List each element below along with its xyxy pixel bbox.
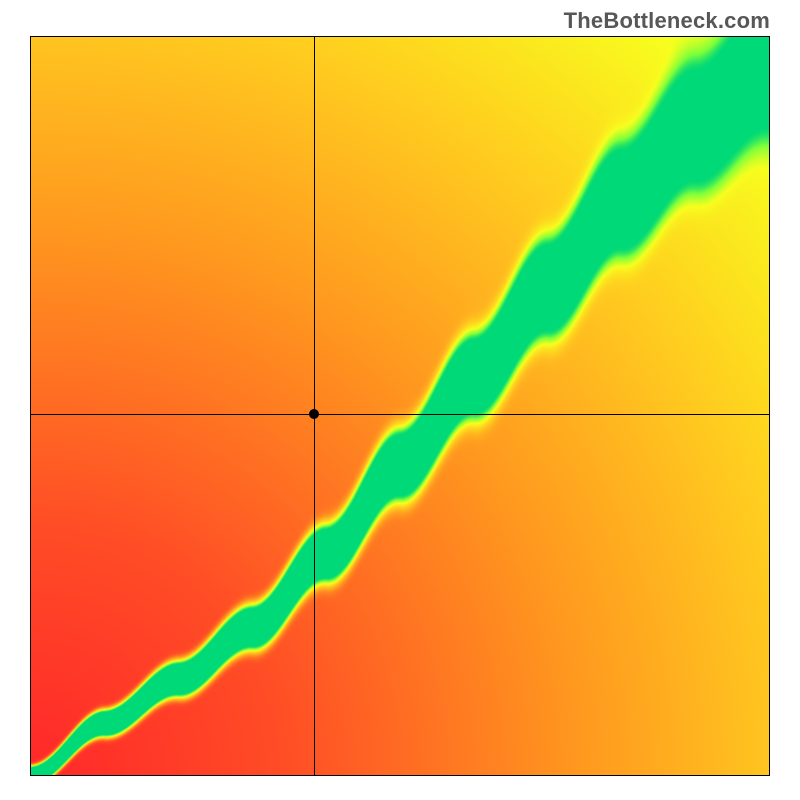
- crosshair-horizontal: [31, 414, 769, 415]
- watermark-text: TheBottleneck.com: [564, 8, 770, 34]
- bottleneck-heatmap: [30, 36, 770, 776]
- heatmap-canvas: [31, 37, 769, 775]
- selection-marker: [309, 409, 319, 419]
- crosshair-vertical: [314, 37, 315, 775]
